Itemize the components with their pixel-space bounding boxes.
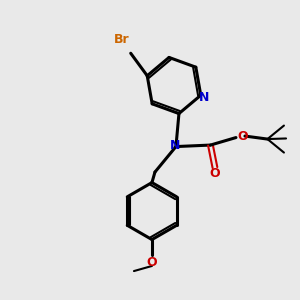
Text: Br: Br [114,33,130,46]
Text: N: N [170,139,181,152]
Text: O: O [210,167,220,180]
Text: O: O [237,130,248,142]
Text: N: N [199,91,210,104]
Text: O: O [147,256,157,269]
